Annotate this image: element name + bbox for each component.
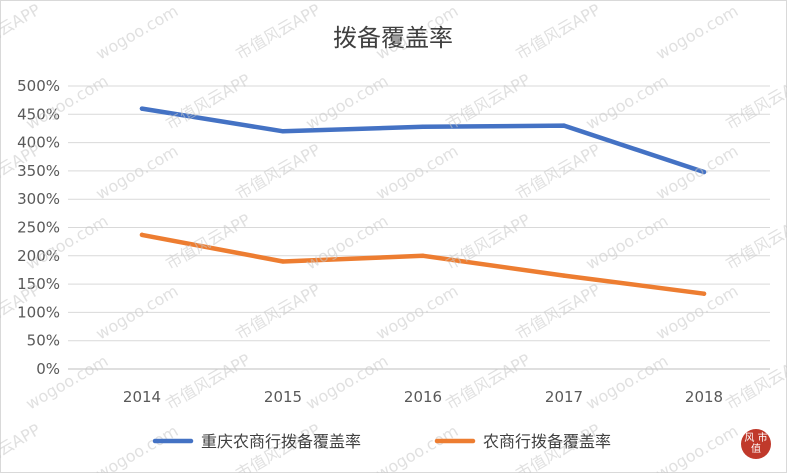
data-point	[701, 169, 707, 175]
y-axis-ticks: 0% 50% 100% 150% 200% 250% 300% 350% 400% 450% 500…	[17, 77, 60, 378]
watermark-text: 市值风云APP	[0, 420, 44, 473]
watermark-text: wogoo.com	[653, 1, 742, 63]
watermark-text: wogoo.com	[583, 71, 672, 133]
x-tick-label: 2016	[404, 388, 442, 406]
y-tick-label: 300%	[17, 190, 60, 208]
watermark-text: wogoo.com	[583, 211, 672, 273]
data-point	[280, 129, 286, 134]
y-tick-label: 250%	[17, 219, 60, 237]
brand-logo: 风 市 值	[741, 429, 771, 459]
data-point	[420, 253, 426, 258]
y-tick-label: 100%	[17, 303, 60, 321]
watermark-text: 市值风云APP	[513, 280, 604, 344]
watermark-text: 市值风云APP	[723, 70, 787, 134]
watermark-text: 市值风云APP	[513, 0, 604, 63]
data-point	[139, 106, 145, 111]
x-tick-label: 2017	[545, 388, 583, 406]
watermark-text: wogoo.com	[93, 141, 182, 203]
series-lines	[139, 106, 707, 296]
y-tick-label: 450%	[17, 105, 60, 123]
watermark-text: wogoo.com	[373, 421, 462, 473]
y-tick-label: 50%	[27, 332, 60, 350]
data-point	[561, 123, 567, 128]
watermark-text: wogoo.com	[93, 1, 182, 63]
y-tick-label: 200%	[17, 247, 60, 265]
legend-label: 重庆农商行拨备覆盖率	[201, 432, 361, 451]
watermark-text: 市值风云APP	[723, 210, 787, 274]
watermark-text: 市值风云APP	[233, 280, 324, 344]
y-tick-label: 350%	[17, 162, 60, 180]
watermark-text: 市值风云APP	[233, 140, 324, 204]
watermark-text: wogoo.com	[303, 211, 392, 273]
watermark-text: 市值风云APP	[233, 0, 324, 63]
watermark-text: wogoo.com	[653, 141, 742, 203]
watermark-text: wogoo.com	[583, 351, 672, 413]
data-point	[561, 273, 567, 278]
watermark-text: wogoo.com	[303, 71, 392, 133]
y-tick-label: 400%	[17, 134, 60, 152]
y-tick-label: 500%	[17, 77, 60, 95]
y-tick-label: 0%	[36, 360, 60, 378]
watermark-text: wogoo.com	[653, 421, 742, 473]
watermark-text: wogoo.com	[93, 421, 182, 473]
watermark-text: wogoo.com	[303, 351, 392, 413]
legend: 重庆农商行拨备覆盖率 农商行拨备覆盖率	[152, 432, 611, 451]
watermark-text: wogoo.com	[373, 141, 462, 203]
data-point	[139, 232, 145, 238]
watermark-text: 市值风云APP	[513, 140, 604, 204]
x-tick-label: 2014	[123, 388, 161, 406]
y-tick-label: 150%	[17, 275, 60, 293]
x-tick-label: 2018	[685, 388, 723, 406]
data-point	[280, 259, 286, 264]
data-point	[420, 124, 426, 129]
watermark-text: 市值风云APP	[723, 350, 787, 414]
x-tick-label: 2015	[264, 388, 302, 406]
legend-label: 农商行拨备覆盖率	[483, 432, 611, 451]
x-axis-ticks: 2014 2015 2016 2017 2018	[123, 388, 723, 406]
data-point	[701, 291, 707, 296]
watermark-text: 市值风云APP	[443, 350, 534, 414]
watermark-text: 市值风云APP	[0, 0, 44, 63]
watermark-text: 市值风云APP	[163, 350, 254, 414]
chart-title: 拨备覆盖率	[333, 24, 453, 52]
